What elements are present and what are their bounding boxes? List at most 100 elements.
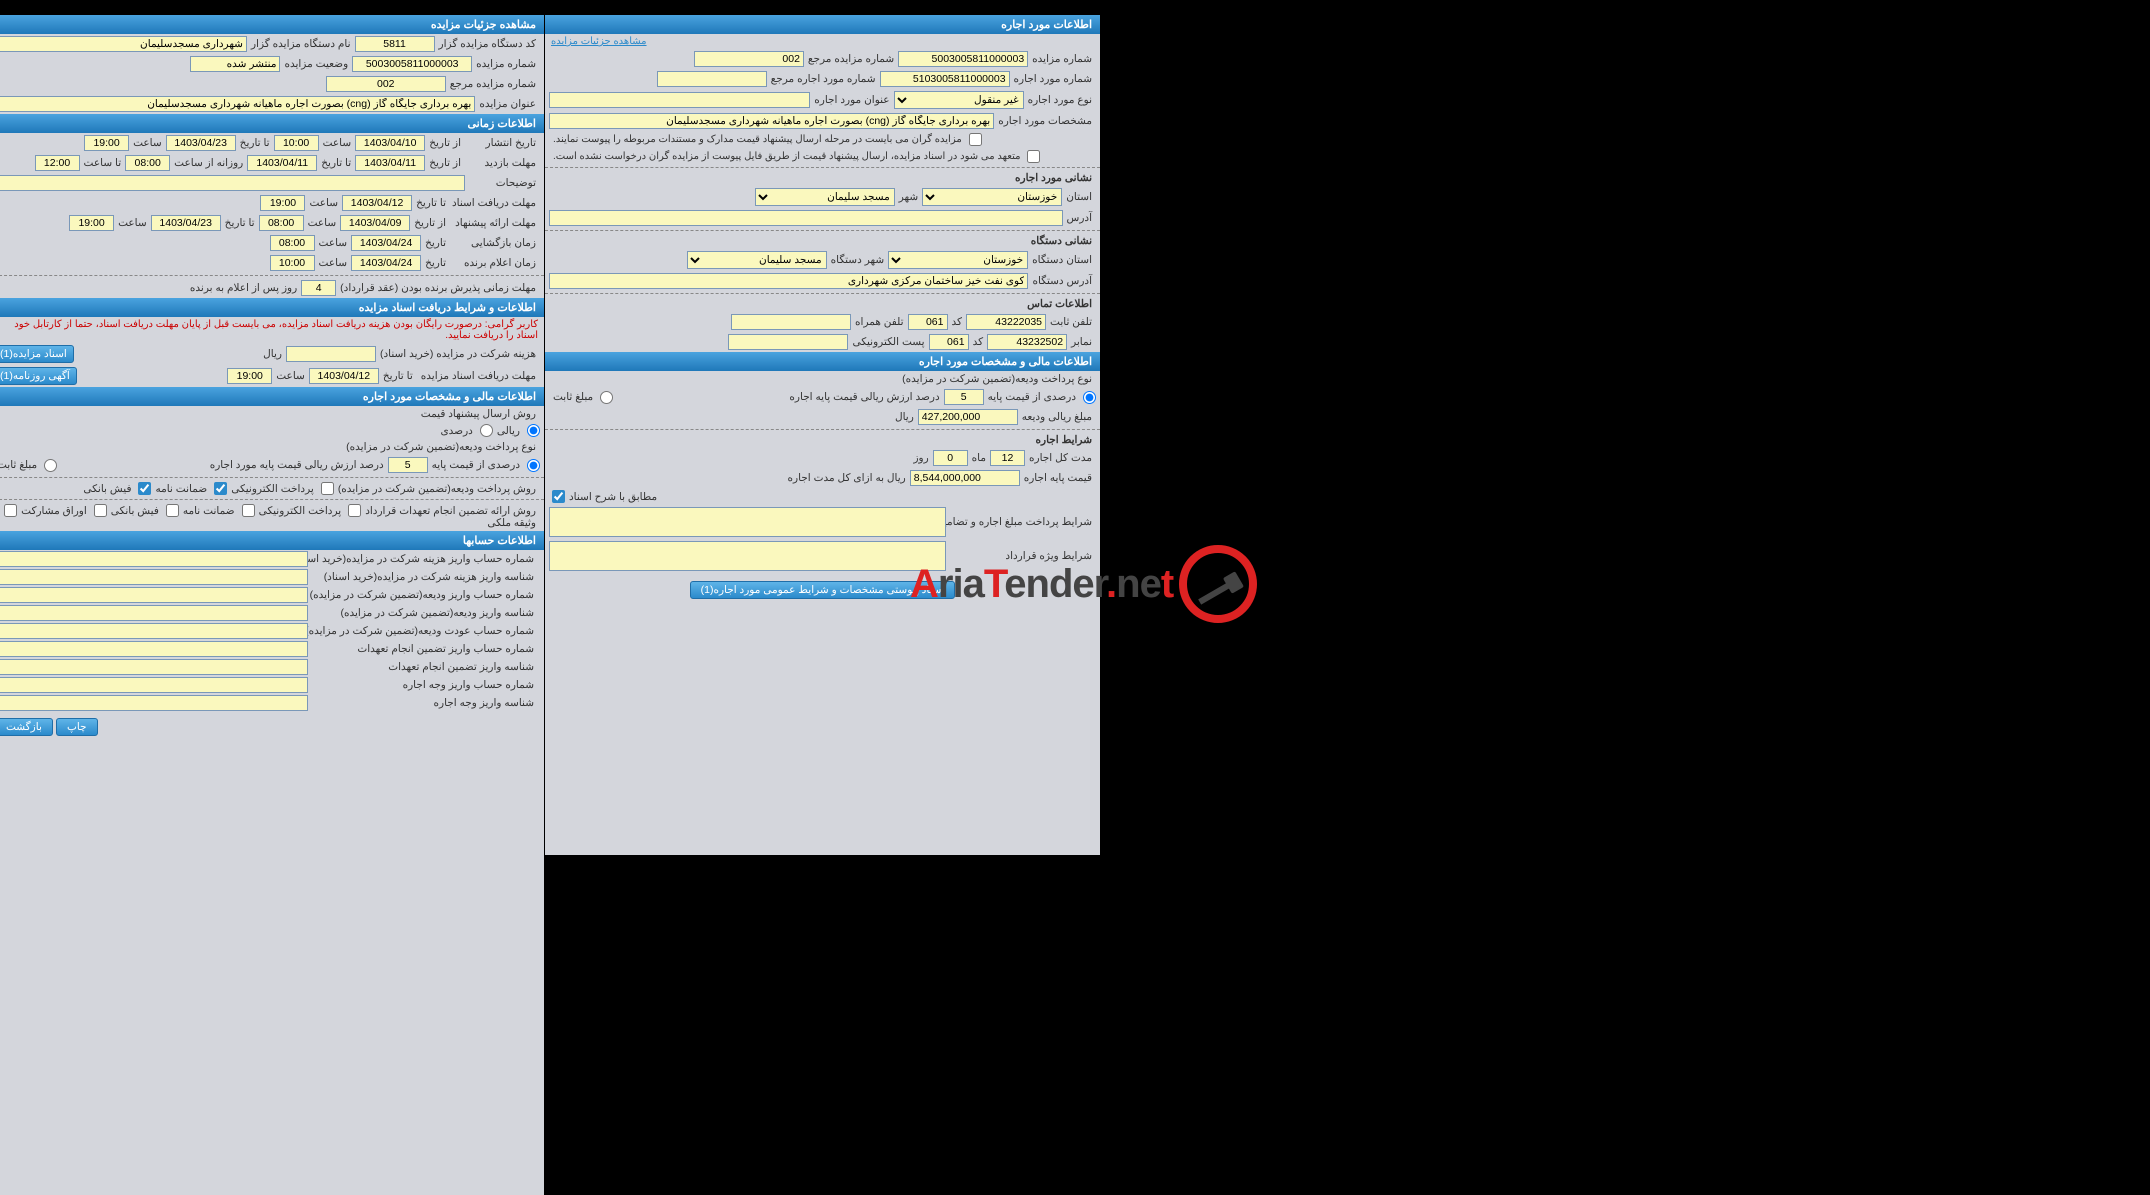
fixed-lbl-l: مبلغ ثابت	[0, 459, 41, 471]
city[interactable]: مسجد سلیمان	[755, 188, 895, 206]
back-btn[interactable]: بازگشت	[0, 718, 53, 736]
winner-h	[270, 255, 315, 271]
accept-lbl: مهلت زمانی پذیرش برنده بودن (عقد قرارداد…	[336, 282, 540, 294]
doc-recv-lbl: مهلت دریافت اسناد	[450, 197, 540, 209]
days[interactable]	[933, 450, 968, 466]
acc7[interactable]	[0, 659, 308, 675]
city-lbl: شهر	[895, 191, 922, 203]
day-lbl: روز	[909, 452, 932, 464]
from-lbl1: از تاریخ	[425, 137, 465, 149]
fax-code[interactable]	[929, 334, 969, 350]
contract-terms[interactable]	[549, 541, 946, 571]
address-lbl: آدرس	[1063, 212, 1096, 224]
acc4-lbl: شناسه واریز ودیعه(تضمین شرکت در مزایده)	[308, 607, 538, 619]
acc9[interactable]	[0, 695, 308, 711]
addr-section: نشانی مورد اجاره	[1011, 172, 1096, 184]
accept-suffix: روز پس از اعلام به برنده	[186, 282, 301, 294]
cg-epay[interactable]	[348, 504, 361, 517]
pub-from	[355, 135, 425, 151]
pay-terms[interactable]	[549, 507, 946, 537]
lease-type[interactable]: غیر منقول	[894, 91, 1024, 109]
doc-deadline-lbl: مهلت دریافت اسناد مزایده	[417, 370, 540, 382]
from-lbl2: از تاریخ	[425, 157, 465, 169]
acc1-lbl: شماره حساب واریز هزینه شرکت در مزایده(خر…	[308, 553, 538, 565]
note1-chk[interactable]	[969, 133, 982, 146]
time-header: اطلاعات زمانی	[0, 114, 544, 133]
acc4[interactable]	[0, 605, 308, 621]
dep-method-lbl: روش پرداخت ودیعه(تضمین شرکت در مزایده)	[334, 483, 540, 495]
pub-lbl: تاریخ انتشار	[465, 137, 540, 149]
to-lbl3: تا تاریخ	[412, 197, 450, 209]
epay-chk[interactable]	[321, 482, 334, 495]
ref-auction-no	[694, 51, 804, 67]
acc6[interactable]	[0, 641, 308, 657]
org-code-lbl: کد دستگاه مزایده گزار	[435, 38, 540, 50]
phone-lbl: تلفن ثابت	[1046, 316, 1096, 328]
phone[interactable]	[966, 314, 1046, 330]
mobile[interactable]	[731, 314, 851, 330]
pct-r[interactable]	[944, 389, 984, 405]
cg-part[interactable]	[94, 504, 107, 517]
pct-radio-l[interactable]	[480, 424, 493, 437]
pct-radio2[interactable]	[527, 459, 540, 472]
acc1[interactable]	[0, 551, 308, 567]
cg-slip[interactable]	[166, 504, 179, 517]
org-city[interactable]: مسجد سلیمان	[687, 251, 827, 269]
notes[interactable]	[0, 175, 465, 191]
org-addr[interactable]	[549, 273, 1028, 289]
months[interactable]	[990, 450, 1025, 466]
pay-terms-lbl: شرایط پرداخت مبلغ اجاره و تضامین آن	[946, 516, 1096, 528]
org-prov-lbl: استان دستگاه	[1028, 254, 1096, 266]
acc8[interactable]	[0, 677, 308, 693]
fax[interactable]	[987, 334, 1067, 350]
pct-radio-r[interactable]	[1083, 391, 1096, 404]
rial-radio[interactable]	[527, 424, 540, 437]
to-lbl4: تا تاریخ	[221, 217, 259, 229]
doc-btn[interactable]: اسناد مزایده(1)	[0, 345, 74, 363]
org-name-lbl: نام دستگاه مزایده گزار	[247, 38, 355, 50]
note2-chk[interactable]	[1027, 150, 1040, 163]
acc3[interactable]	[0, 587, 308, 603]
org-code	[355, 36, 435, 52]
daily-to-lbl: تا ساعت	[80, 157, 126, 169]
pub-to-h	[84, 135, 129, 151]
rial-l: ریال	[259, 348, 286, 360]
date-lbl6: تاریخ	[421, 257, 450, 269]
dep-amt-lbl: مبلغ ریالی ودیعه	[1018, 411, 1096, 423]
pct-lbl-l: درصدی از قیمت پایه	[428, 459, 524, 471]
docs-compat-chk[interactable]	[552, 490, 565, 503]
visit-dt	[35, 155, 80, 171]
to-lbl2: تا تاریخ	[317, 157, 355, 169]
pct-l	[388, 457, 428, 473]
pub-to	[166, 135, 236, 151]
month-lbl: ماه	[968, 452, 990, 464]
acc2[interactable]	[0, 569, 308, 585]
lease-spec-lbl: مشخصات مورد اجاره	[994, 115, 1096, 127]
notes-lbl: توضیحات	[465, 177, 540, 189]
hour1: ساعت	[319, 137, 356, 149]
org-prov[interactable]: خوزستان	[888, 251, 1028, 269]
guarantee: ضمانت نامه	[151, 483, 211, 495]
phone-code[interactable]	[908, 314, 948, 330]
to-lbl7: تا تاریخ	[379, 370, 417, 382]
cg-guar[interactable]	[242, 504, 255, 517]
bank-slip-chk[interactable]	[138, 482, 151, 495]
email[interactable]	[728, 334, 848, 350]
terms-section: شرایط اجاره	[1032, 434, 1097, 446]
address[interactable]	[549, 210, 1063, 226]
pct-suffix-l: درصد ارزش ریالی قیمت پایه مورد اجاره	[206, 459, 388, 471]
news-btn[interactable]: آگهی روزنامه(1)	[0, 367, 77, 385]
lease-title-lbl: عنوان مورد اجاره	[810, 94, 893, 106]
lease-title[interactable]	[549, 92, 810, 108]
cg-prop[interactable]	[4, 504, 17, 517]
guarantee-chk[interactable]	[214, 482, 227, 495]
fin-header-l: اطلاعات مالی و مشخصات مورد اجاره	[0, 387, 544, 406]
view-details-link[interactable]: مشاهده جزئیات مزایده	[545, 34, 1100, 49]
province[interactable]: خوزستان	[922, 188, 1062, 206]
fixed-radio-l[interactable]	[44, 459, 57, 472]
acc5[interactable]	[0, 623, 308, 639]
fixed-radio-r[interactable]	[600, 391, 613, 404]
print-btn[interactable]: چاپ	[56, 718, 98, 736]
doc-recv	[342, 195, 412, 211]
lease-item-no-lbl: شماره مورد اجاره	[1010, 73, 1096, 85]
